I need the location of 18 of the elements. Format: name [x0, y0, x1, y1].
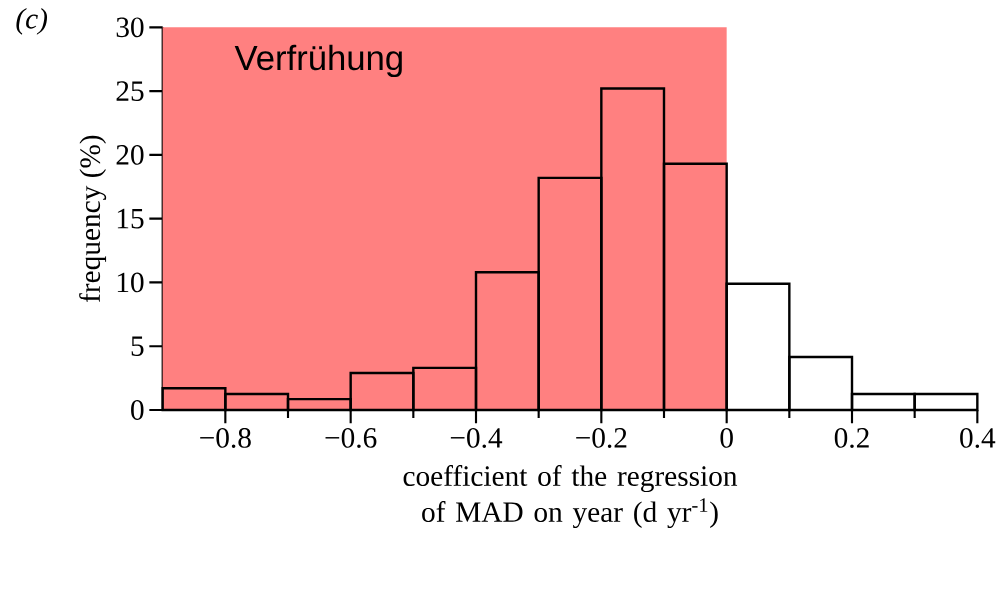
y-tick-label: 20 — [116, 144, 144, 165]
y-tick-label: 25 — [116, 81, 144, 101]
x-tick-label: −0.8 — [200, 428, 251, 448]
y-tick-label: 10 — [117, 272, 144, 293]
band-label: Verfrühung — [234, 44, 402, 78]
x-tick-label: 0.2 — [834, 428, 869, 448]
y-tick-label: 30 — [116, 17, 144, 38]
x-tick-label: 0 — [720, 428, 733, 448]
y-axis-title: frequency (%) — [79, 135, 107, 303]
x-tick-label: 0.4 — [960, 428, 996, 448]
x-tick-label: −0.6 — [325, 428, 377, 448]
y-tick-label: 0 — [131, 400, 144, 420]
y-tick-label: 15 — [117, 208, 144, 229]
y-tick-label: 5 — [131, 336, 144, 356]
x-tick-label: −0.2 — [576, 428, 627, 448]
x-tick-label: −0.4 — [450, 428, 503, 448]
x-axis-title: coefficient of the regression of MAD on year (d yr$^{-1}$) — [403, 465, 738, 529]
text: (c) — [16, 8, 48, 35]
